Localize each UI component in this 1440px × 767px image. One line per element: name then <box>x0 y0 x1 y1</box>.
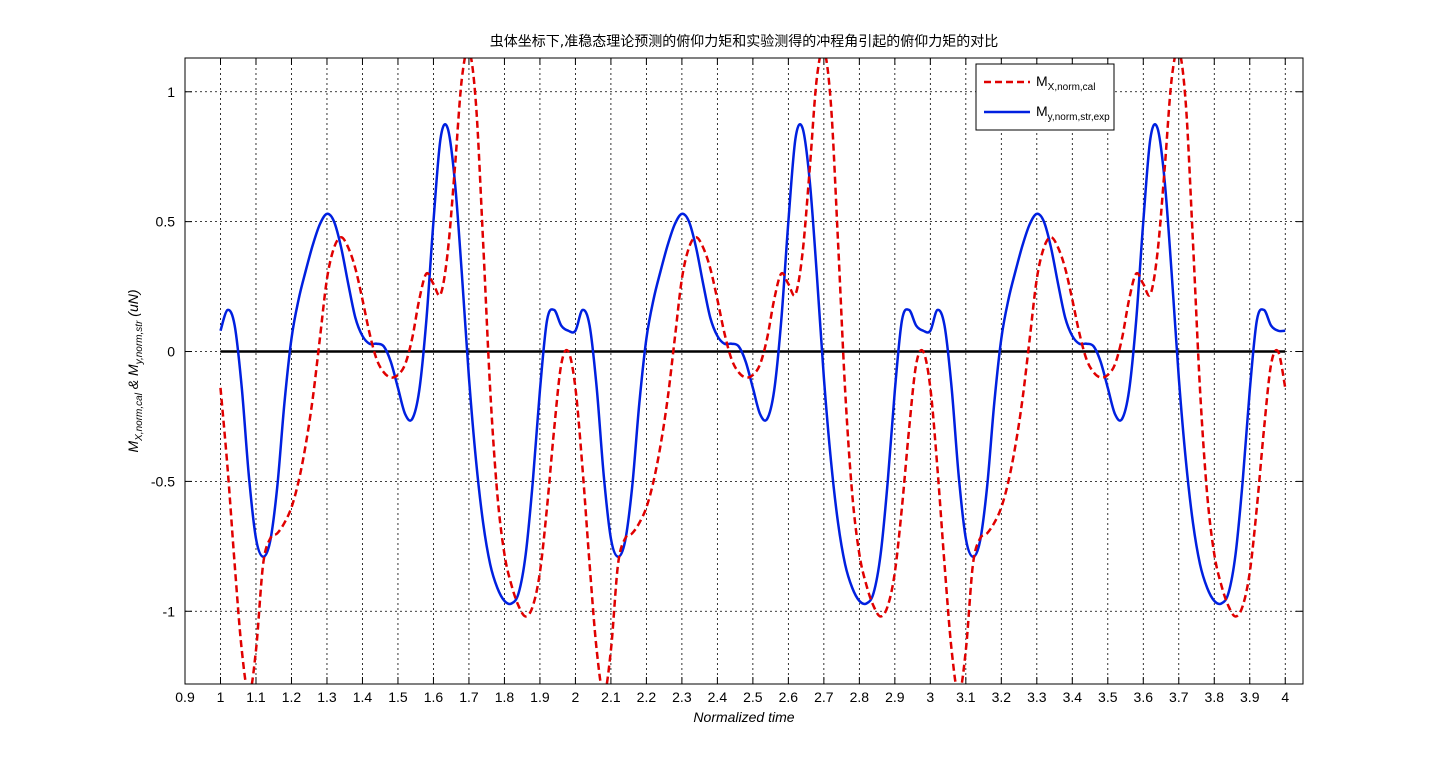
x-tick-label: 2.6 <box>779 689 799 705</box>
x-tick-label: 3.4 <box>1063 689 1083 705</box>
x-tick-label: 3.5 <box>1098 689 1118 705</box>
x-tick-label: 1.2 <box>282 689 302 705</box>
x-tick-label: 3.6 <box>1134 689 1154 705</box>
x-tick-label: 1.5 <box>388 689 408 705</box>
series-line-cal <box>219 58 1287 684</box>
x-tick-label: 0.9 <box>175 689 195 705</box>
x-tick-label: 1.3 <box>317 689 337 705</box>
legend-box <box>975 63 1115 131</box>
series-layer <box>219 58 1287 684</box>
x-tick-label: 2.3 <box>672 689 692 705</box>
x-tick-label: 3.8 <box>1205 689 1225 705</box>
x-tick-label: 2.5 <box>743 689 763 705</box>
y-tick-label: -0.5 <box>151 473 175 489</box>
x-tick-label: 3 <box>926 689 934 705</box>
x-tick-label: 3.7 <box>1169 689 1189 705</box>
x-tick-label: 2.8 <box>850 689 870 705</box>
x-tick-label: 2.7 <box>814 689 834 705</box>
x-tick-label: 2.2 <box>637 689 657 705</box>
y-axis-label: MX,norm,cal & My,norm,str (uN) <box>125 289 145 452</box>
x-tick-label: 4 <box>1281 689 1289 705</box>
legend: MX,norm,cal My,norm,str,exp <box>975 63 1115 131</box>
plot-frame <box>184 57 1304 685</box>
x-tick-label: 1.4 <box>353 689 373 705</box>
x-tick-label: 1.9 <box>530 689 550 705</box>
y-tick-label: 1 <box>167 84 175 100</box>
series-line-exp <box>219 123 1286 606</box>
x-tick-label: 3.9 <box>1240 689 1260 705</box>
x-tick-label: 3.3 <box>1027 689 1047 705</box>
chart-title: 虫体坐标下,准稳态理论预测的俯仰力矩和实验测得的冲程角引起的俯仰力矩的对比 <box>490 33 998 50</box>
legend-label-cal: MX,norm,cal <box>1036 73 1095 93</box>
plot-area <box>185 58 1303 684</box>
x-tick-label: 2.9 <box>885 689 905 705</box>
x-tick-label: 1.1 <box>246 689 266 705</box>
x-tick-label: 2 <box>572 689 580 705</box>
x-tick-label: 2.4 <box>708 689 728 705</box>
x-tick-label: 1.8 <box>495 689 515 705</box>
x-tick-label: 1.7 <box>459 689 479 705</box>
x-tick-label: 2.1 <box>601 689 621 705</box>
x-tick-label: 3.1 <box>956 689 976 705</box>
x-tick-label: 3.2 <box>992 689 1012 705</box>
y-axis-ticks: -1 -0.5 0 0.5 1 <box>151 84 1303 619</box>
x-axis-label: Normalized time <box>693 709 794 725</box>
x-tick-label: 1.6 <box>424 689 444 705</box>
y-tick-label: 0.5 <box>156 214 176 230</box>
x-axis-ticks: 0.9 1 1.1 1.2 1.3 1.4 1.5 1.6 1.7 1.8 1.9 2 2.1 2.2 2.… <box>175 58 1289 705</box>
legend-label-exp: My,norm,str,exp <box>1036 103 1110 123</box>
x-tick-label: 1 <box>217 689 225 705</box>
y-tick-label: 0 <box>167 344 175 360</box>
y-tick-label: -1 <box>163 603 176 619</box>
